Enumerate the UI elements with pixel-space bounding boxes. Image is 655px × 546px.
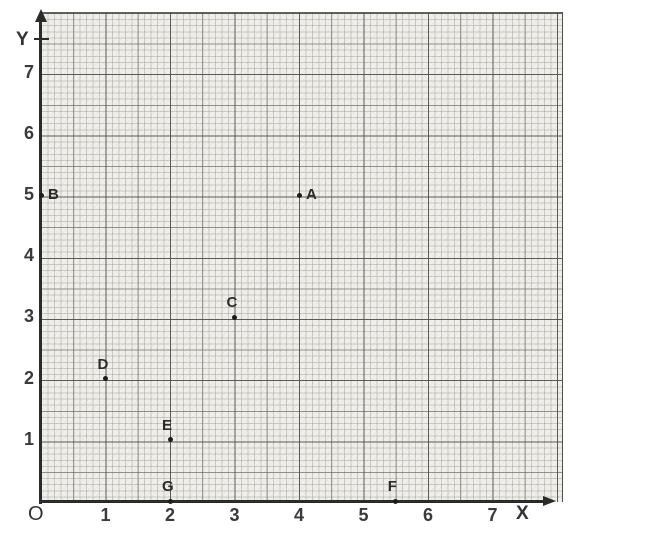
point-label: E (162, 416, 173, 434)
y-axis (39, 14, 42, 504)
y-axis-label: Y (16, 29, 29, 50)
origin-label: O (28, 503, 44, 525)
point-label: G (162, 478, 174, 495)
y-tick-label: 6 (23, 122, 34, 143)
y-tick-label: 4 (23, 245, 34, 266)
y-tick-label: 1 (23, 428, 34, 449)
data-point (167, 498, 173, 504)
y-tick-label: 7 (23, 61, 34, 82)
data-point (103, 376, 108, 382)
point-label: B (48, 186, 59, 203)
point-label: F (387, 478, 397, 495)
point-label: C (226, 294, 238, 312)
point-label: A (306, 186, 317, 203)
y-axis-arrow-icon (35, 9, 47, 22)
data-point (167, 437, 173, 443)
plot-area (41, 12, 563, 502)
x-tick-label: 3 (229, 505, 240, 525)
x-tick-label: 4 (293, 505, 304, 525)
x-axis (39, 500, 545, 503)
y-tick-label: 3 (23, 306, 34, 327)
data-point (296, 192, 302, 198)
y-axis-tick-mark (34, 38, 49, 40)
x-tick-label: 6 (422, 505, 433, 525)
x-axis-arrow-icon (543, 496, 556, 506)
x-axis-label: X (516, 503, 529, 524)
x-tick-label: 2 (164, 505, 175, 525)
x-tick-label: 7 (487, 505, 498, 525)
y-tick-label: 5 (23, 184, 34, 204)
x-tick-label: 1 (100, 505, 111, 525)
point-label: D (97, 355, 109, 373)
data-point (38, 192, 44, 198)
data-point (393, 498, 399, 504)
y-tick-label: 2 (23, 367, 34, 388)
x-tick-label: 5 (358, 505, 369, 525)
data-point (232, 314, 237, 320)
